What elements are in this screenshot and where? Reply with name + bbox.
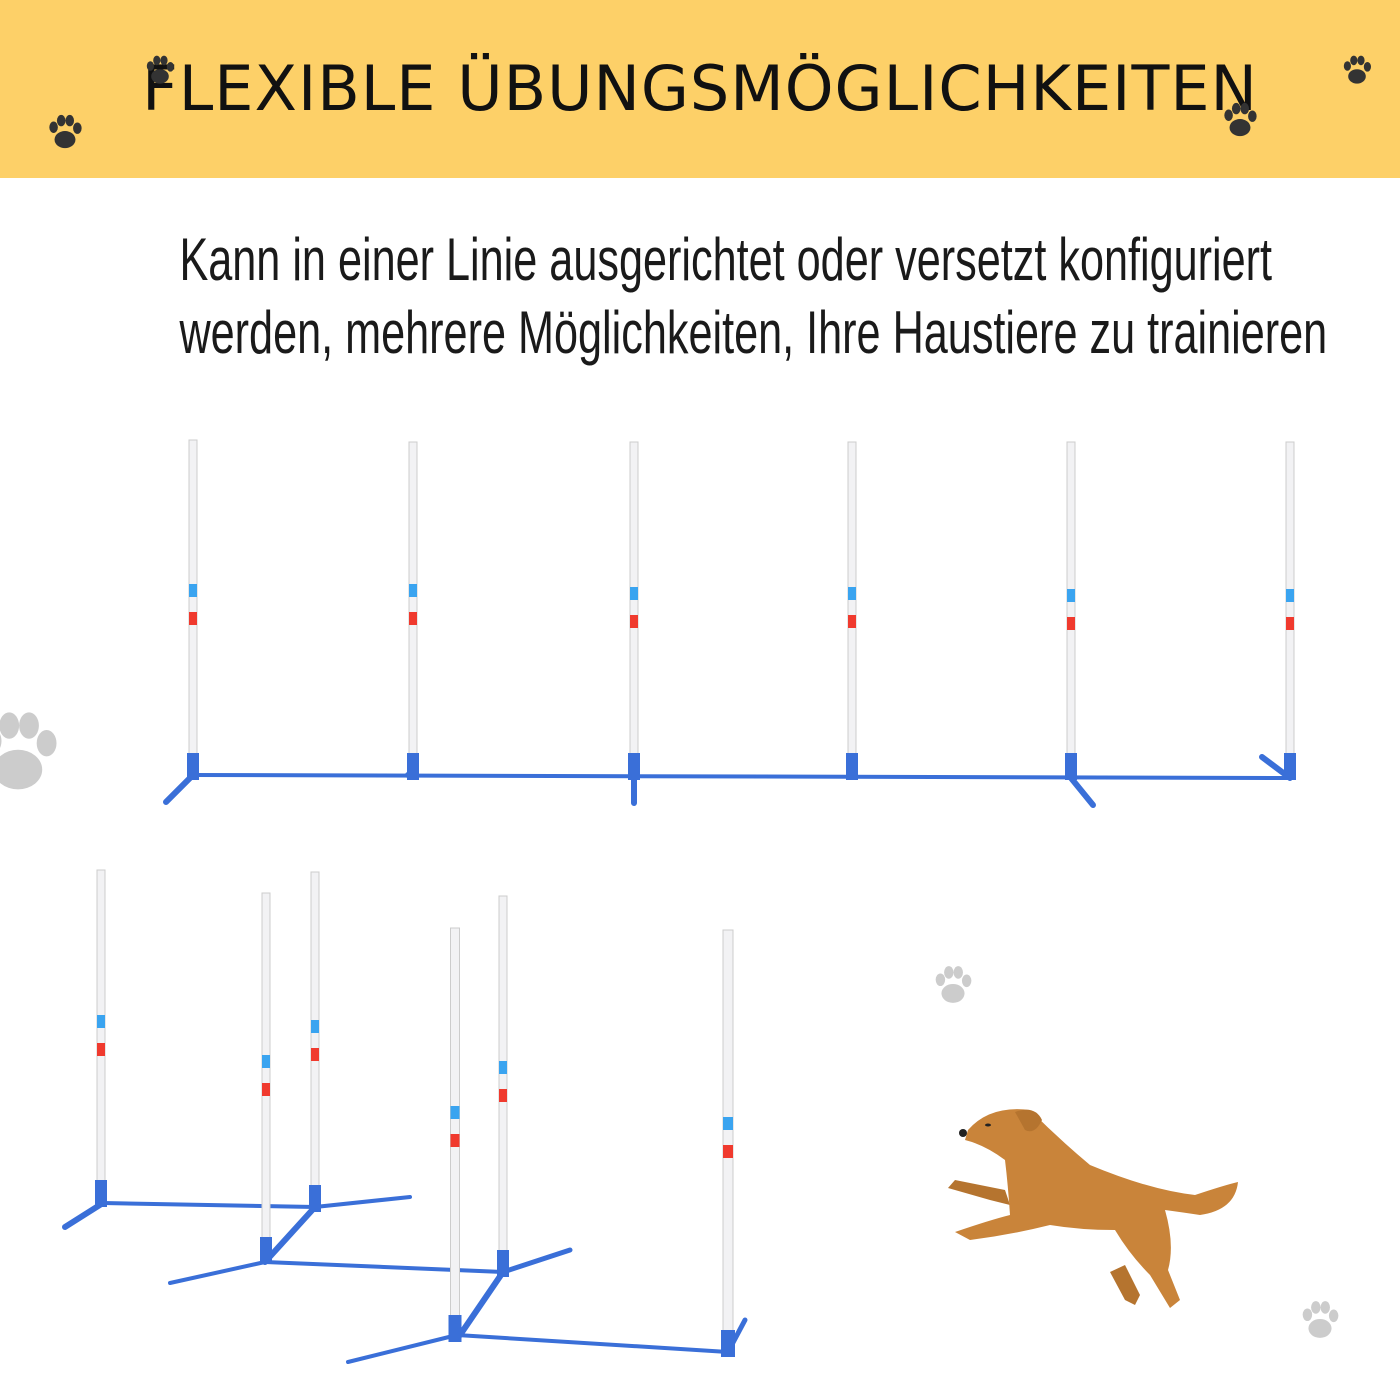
paw-icon (0, 712, 57, 790)
weave-pole (498, 895, 508, 1276)
base-bar (101, 1201, 317, 1209)
pole-stripe-blue (848, 587, 856, 600)
pole-base-clamp (407, 753, 419, 780)
pole-stripe-red (630, 615, 638, 628)
pole-base-clamp (628, 753, 640, 780)
pole-stripe-red (189, 612, 197, 625)
pole-stripe-red (848, 615, 856, 628)
pole-stripe-red (450, 1134, 460, 1147)
pole-base-clamp (95, 1180, 107, 1207)
pole-stripe-red (1067, 617, 1075, 630)
pole-stripe-red (723, 1145, 733, 1158)
pole-stripe-blue (1067, 589, 1075, 602)
base-bar (500, 1247, 573, 1275)
pole-stripe-blue (97, 1015, 105, 1028)
pole-base-clamp (260, 1237, 272, 1264)
base-foot (1068, 775, 1096, 808)
weave-pole (629, 441, 639, 779)
base-bar (346, 1333, 459, 1364)
pole-stripe-red (499, 1089, 507, 1102)
paw-icon (1343, 55, 1371, 84)
pole-base-clamp (1284, 753, 1296, 780)
base-foot (457, 1269, 506, 1338)
paw-icon (935, 966, 972, 1003)
description-line-2: werden, mehrere Möglichkeiten, Ihre Haus… (179, 299, 1328, 366)
weave-pole (1066, 441, 1076, 779)
base-bar (191, 773, 1292, 780)
weave-pole (408, 441, 418, 779)
description-line-1: Kann in einer Linie ausgerichtet oder ve… (179, 226, 1273, 293)
pole-stripe-blue (630, 587, 638, 600)
pole-stripe-blue (723, 1117, 733, 1130)
weave-pole (261, 892, 271, 1263)
pole-stripe-blue (189, 584, 197, 597)
dog-illustration (948, 1109, 1238, 1308)
paw-icon (1302, 1301, 1339, 1338)
weave-pole (188, 439, 198, 779)
pole-base-clamp (721, 1330, 735, 1357)
pole-stripe-red (1286, 617, 1294, 630)
pole-base-clamp (497, 1250, 509, 1277)
weave-pole (1285, 441, 1295, 779)
pole-base-clamp (187, 753, 199, 780)
pole-stripe-blue (409, 584, 417, 597)
weave-pole (847, 441, 857, 779)
weave-pole (310, 871, 320, 1211)
header-banner: FLEXIBLE ÜBUNGSMÖGLICHKEITEN (0, 0, 1400, 178)
base-bar (455, 1333, 730, 1354)
pole-stripe-blue (311, 1020, 319, 1033)
pole-stripe-red (262, 1083, 270, 1096)
paw-icon (146, 55, 174, 84)
pole-stripe-red (97, 1043, 105, 1056)
pole-base-clamp (1065, 753, 1077, 780)
weave-pole (96, 869, 106, 1206)
base-bar (313, 1195, 412, 1209)
pole-base-clamp (448, 1315, 462, 1342)
pole-stripe-red (409, 612, 417, 625)
pole-base-clamp (846, 753, 858, 780)
pole-stripe-blue (262, 1055, 270, 1068)
pole-stripe-red (311, 1048, 319, 1061)
base-foot (262, 1204, 318, 1265)
pole-stripe-blue (499, 1061, 507, 1074)
base-bar (263, 1260, 505, 1274)
base-bar (168, 1260, 267, 1285)
pole-stripe-blue (450, 1106, 460, 1119)
paw-icon (1224, 102, 1257, 137)
page-title: FLEXIBLE ÜBUNGSMÖGLICHKEITEN (142, 52, 1258, 125)
paw-icon (49, 114, 82, 149)
pole-base-clamp (309, 1185, 321, 1212)
pole-stripe-blue (1286, 589, 1294, 602)
weave-pole (722, 929, 734, 1356)
